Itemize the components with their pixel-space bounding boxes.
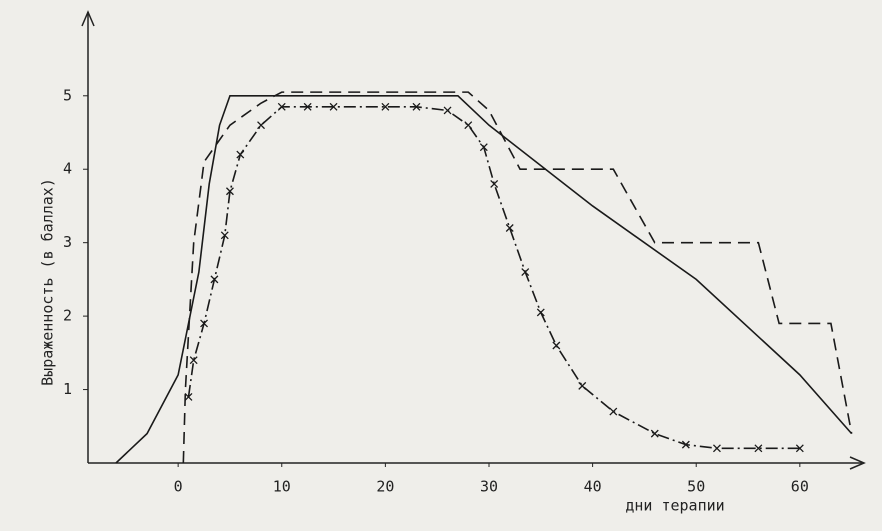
x-marker (578, 381, 587, 390)
x-marker (521, 268, 530, 277)
x-marker-stroke (412, 102, 421, 111)
x-marker-stroke (236, 150, 245, 159)
x-marker-stroke (521, 268, 530, 277)
y-axis-arrow (81, 10, 95, 27)
x-marker (609, 407, 618, 416)
x-marker-stroke (578, 381, 587, 390)
x-marker-stroke (505, 224, 514, 232)
x-axis-arrow (849, 456, 866, 470)
x-marker-stroke (443, 106, 452, 115)
x-marker (210, 275, 219, 284)
x-marker (443, 106, 452, 115)
x-marker-stroke (681, 440, 690, 449)
x-tick-label: 0 (174, 478, 183, 496)
y-tick-label: 3 (63, 233, 72, 251)
x-marker-stroke (609, 407, 618, 416)
x-marker (220, 231, 229, 240)
x-marker-stroke (184, 392, 193, 401)
x-marker (536, 308, 545, 317)
x-marker (189, 356, 198, 365)
x-marker-stroke (220, 231, 229, 240)
x-tick-label: 40 (584, 478, 602, 496)
x-marker-stroke (490, 179, 499, 188)
line-solid (115, 94, 853, 464)
y-tick-label: 1 (63, 380, 72, 398)
x-marker-stroke (189, 356, 198, 365)
x-marker (236, 150, 245, 159)
x-marker (754, 444, 763, 453)
x-marker (490, 179, 499, 188)
x-marker (303, 102, 312, 111)
x-marker-stroke (277, 102, 286, 111)
x-marker-stroke (795, 444, 804, 453)
x-marker-stroke (329, 102, 338, 111)
x-marker (479, 143, 488, 152)
x-tick-label: 10 (273, 478, 291, 496)
x-marker-stroke (225, 187, 234, 196)
x-marker-stroke (200, 319, 209, 328)
x-marker (381, 102, 390, 111)
x-marker-stroke (464, 121, 473, 130)
x-marker (277, 102, 286, 111)
x-marker-stroke (754, 444, 763, 453)
x-marker (650, 429, 659, 438)
x-marker (505, 224, 514, 232)
y-axis-label: Выраженность (в баллах) (39, 178, 57, 386)
x-marker (257, 121, 265, 130)
x-marker-stroke (536, 308, 545, 317)
x-marker (712, 444, 721, 453)
x-tick-label: 30 (480, 478, 498, 496)
x-axis-label: дни терапии (625, 497, 724, 515)
y-tick-label: 5 (63, 86, 72, 104)
x-marker (795, 444, 804, 453)
y-tick-label: 4 (63, 160, 72, 178)
x-marker (412, 102, 421, 111)
x-marker-stroke (552, 341, 561, 350)
x-marker (225, 187, 234, 196)
x-marker-stroke (210, 275, 219, 284)
x-marker (681, 440, 690, 449)
x-marker (464, 121, 473, 130)
x-marker-stroke (712, 444, 721, 453)
x-tick-label: 50 (687, 478, 705, 496)
x-marker-stroke (381, 102, 390, 111)
x-marker-stroke (303, 102, 312, 111)
line-dashdot (187, 106, 800, 450)
x-marker (184, 392, 193, 401)
x-tick-label: 60 (791, 478, 809, 496)
line-dashed (182, 91, 853, 464)
x-marker (552, 341, 561, 350)
x-marker (200, 319, 209, 328)
x-marker (329, 102, 338, 111)
x-marker-stroke (479, 143, 488, 152)
x-marker-stroke (650, 429, 659, 438)
x-tick-label: 20 (376, 478, 394, 496)
y-tick-label: 2 (63, 307, 72, 325)
x-marker-stroke (257, 121, 265, 130)
